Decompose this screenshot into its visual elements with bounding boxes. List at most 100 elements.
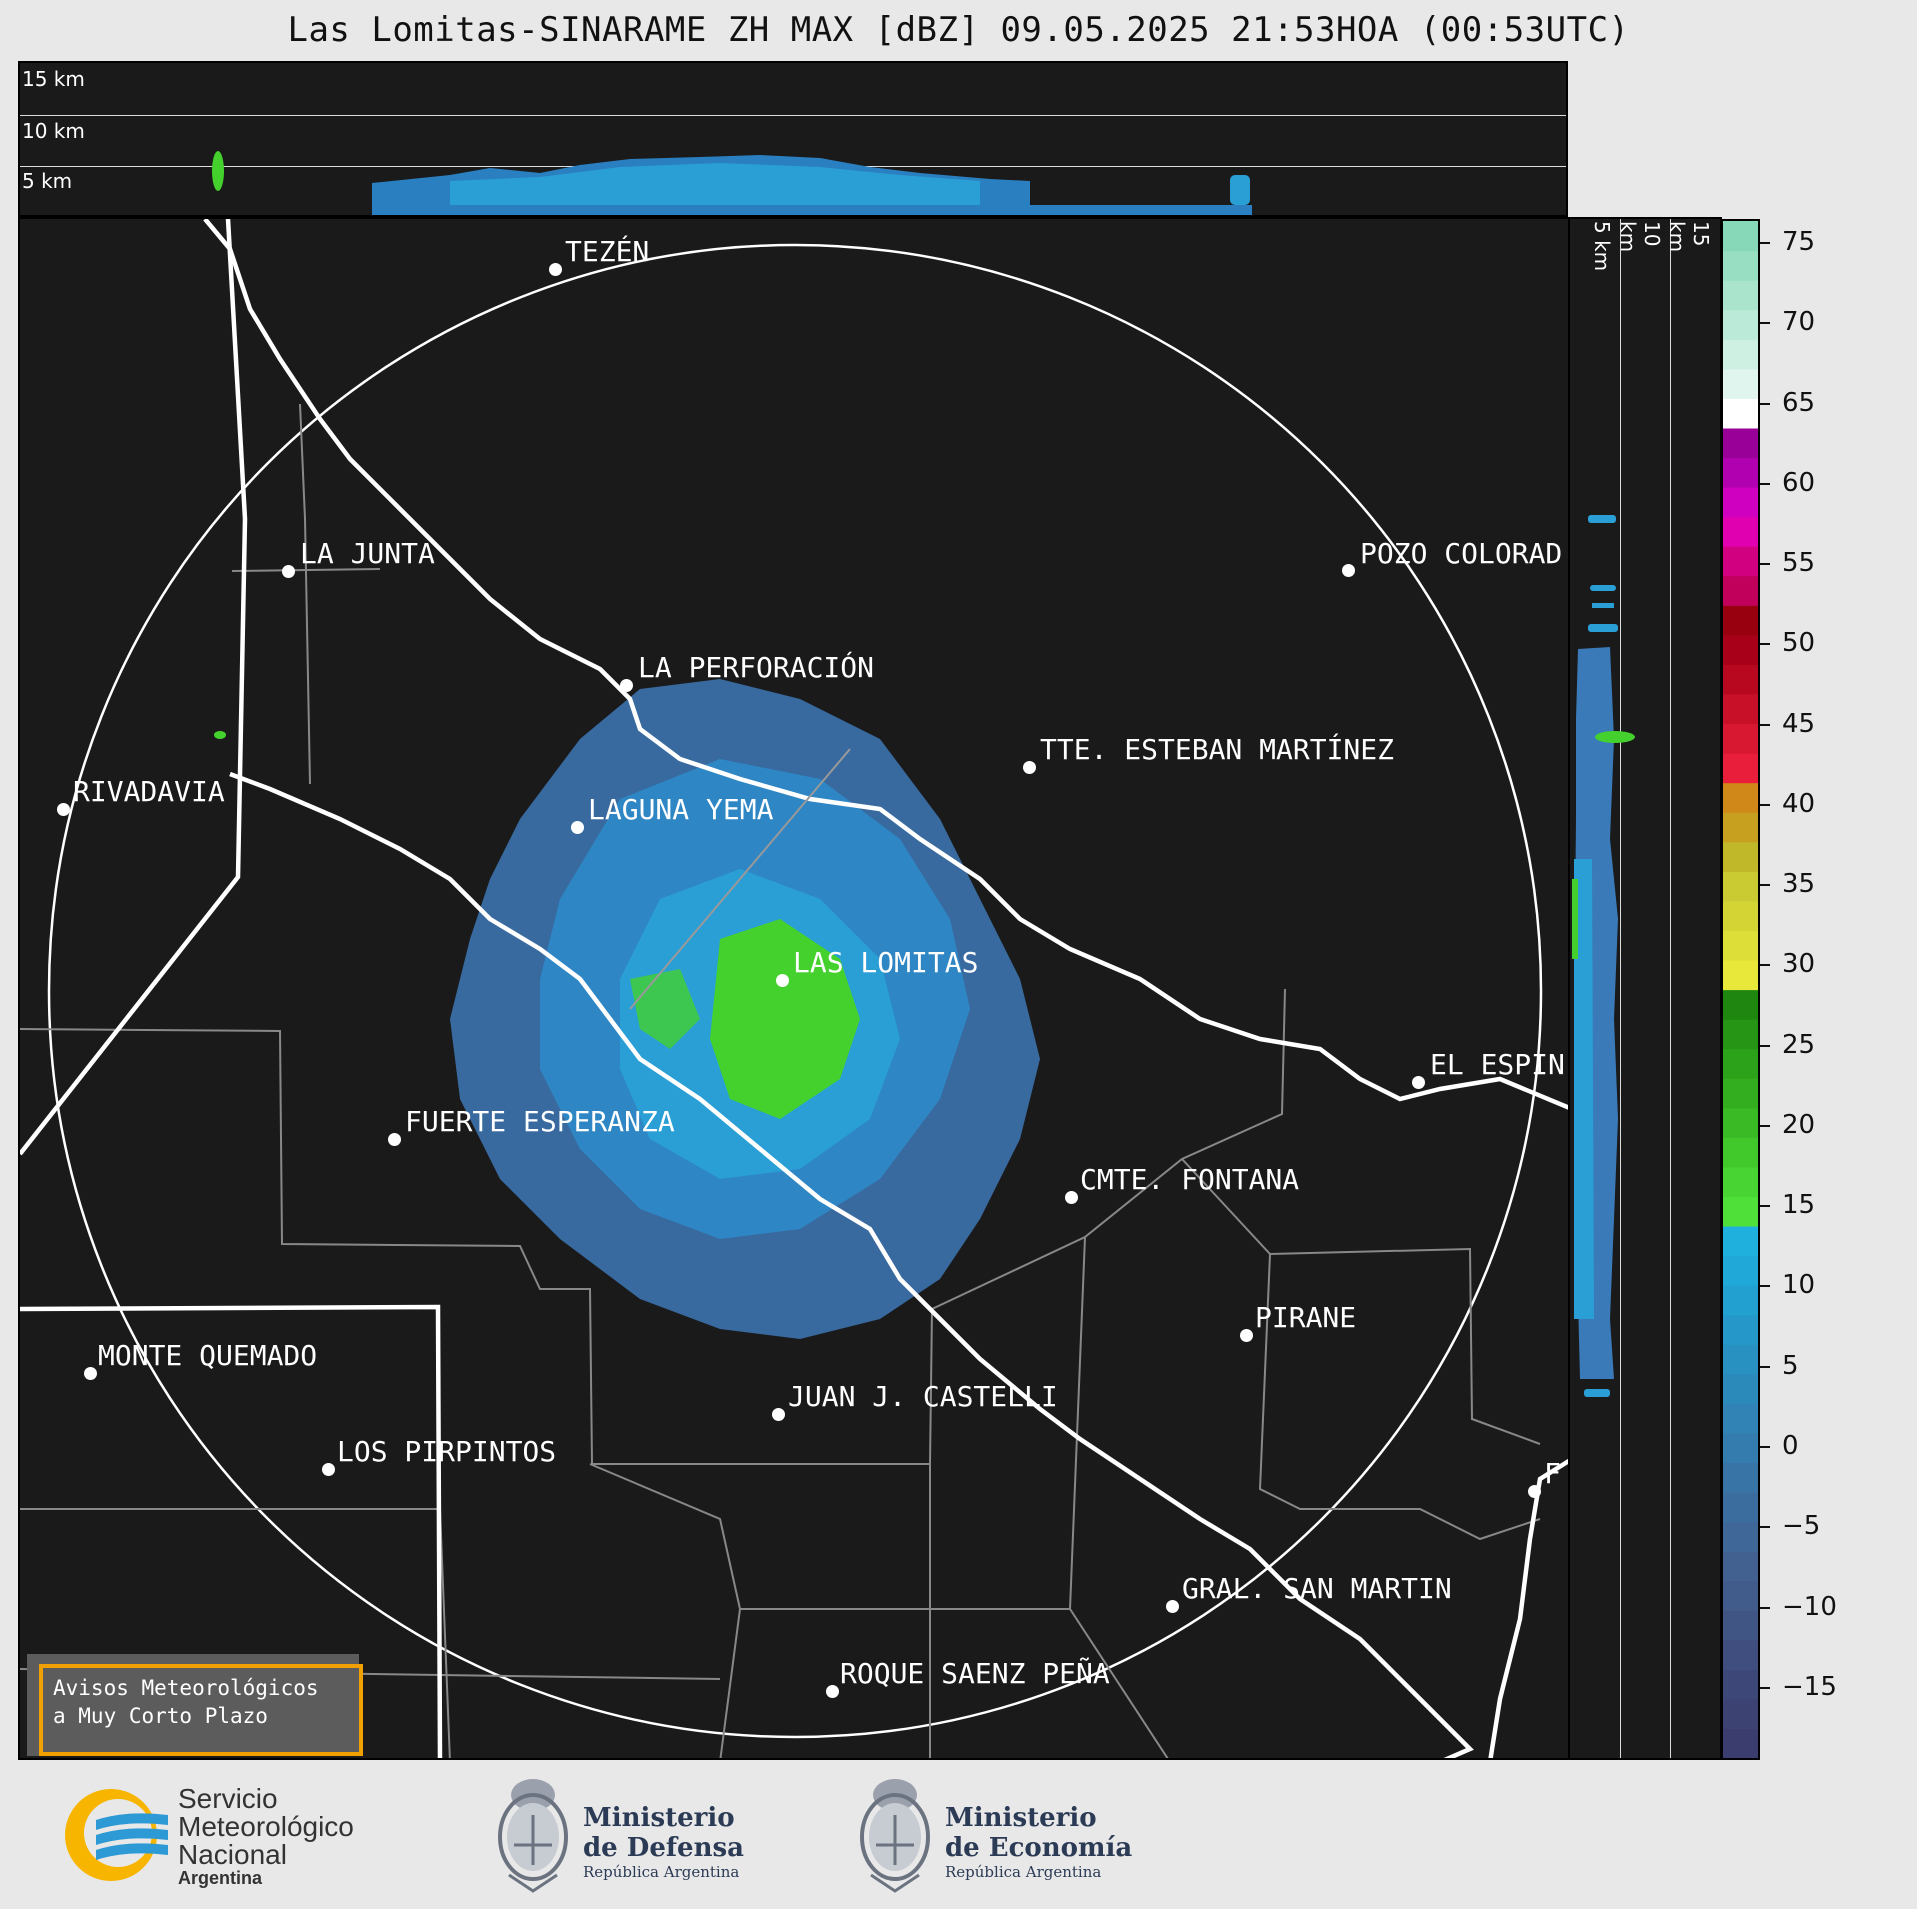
colorbar-swatch [1723,664,1758,695]
colorbar-swatch [1723,546,1758,577]
colorbar-swatch [1723,1048,1758,1079]
defensa-line-2: de Defensa [583,1833,744,1863]
defensa-line-1: Ministerio [583,1803,735,1833]
city-dot-la-junta [282,565,295,578]
colorbar-swatch [1723,605,1758,636]
city-label-laguna-yema: LAGUNA YEMA [588,793,774,826]
city-label-cmte-fontana: CMTE. FONTANA [1080,1163,1300,1196]
colorbar-swatch [1723,1698,1758,1730]
alert-box-border: Avisos Meteorológicos a Muy Corto Plazo [39,1664,363,1756]
colorbar-tick-label: 25 [1782,1029,1816,1060]
colorbar-swatch [1723,368,1758,399]
colorbar-swatch [1723,309,1758,340]
colorbar-swatch [1723,1314,1758,1345]
city-dot-el-espinillo [1412,1076,1425,1089]
colorbar-tick-mark [1760,1526,1770,1529]
colorbar-tick-mark [1760,1124,1770,1127]
city-dot-fuerte-esperanza [388,1133,401,1146]
city-dot-juan-j-castelli [772,1408,785,1421]
colorbar-swatch [1723,250,1758,281]
colorbar-tick-mark [1760,242,1770,245]
colorbar-swatches [1723,221,1758,1758]
colorbar-swatch [1723,871,1758,902]
colorbar-swatch [1723,1137,1758,1168]
colorbar-tick-mark [1760,803,1770,806]
smn-name-line-3: Nacional [178,1839,287,1870]
colorbar-swatch [1723,1107,1758,1138]
colorbar-swatch [1723,1580,1758,1611]
colorbar-tick-mark [1760,723,1770,726]
colorbar-swatch [1723,723,1758,754]
smn-logo-icon [65,1789,168,1881]
city-dot-rivadavia [57,803,70,816]
colorbar-tick-label: 70 [1782,307,1816,338]
side-vertical-profile: 5 km 10 km 15 km [1570,217,1722,1760]
colorbar-tick-label: 10 [1782,1270,1816,1301]
colorbar-swatch [1723,1403,1758,1434]
economia-seal-icon [856,1775,934,1895]
colorbar-tick-label: −10 [1782,1591,1837,1622]
colorbar-swatch [1723,753,1758,784]
colorbar-swatch [1723,1196,1758,1227]
alert-box[interactable]: Avisos Meteorológicos a Muy Corto Plazo [27,1654,363,1756]
colorbar-swatch [1723,1669,1758,1700]
colorbar-swatch [1723,1225,1758,1257]
city-dot-tezen [549,263,562,276]
city-label-el-espinillo: EL ESPIN [1430,1048,1565,1081]
chart-title: Las Lomitas-SINARAME ZH MAX [dBZ] 09.05.… [287,10,1630,50]
side-profile-echoes [1572,515,1635,1397]
colorbar-swatch [1723,782,1758,813]
colorbar-ticks: 75 70 65 60 55 50 45 40 35 30 25 20 15 10 5 0 −5 −10 −15 [1760,219,1880,1760]
city-label-los-pirpintos: LOS PIRPINTOS [337,1435,557,1468]
colorbar-swatch [1723,1462,1758,1493]
colorbar-swatch [1723,900,1758,931]
colorbar-tick-label: 0 [1782,1430,1799,1461]
smn-name-line-1: Servicio [178,1783,278,1814]
colorbar-swatch [1723,1432,1758,1464]
colorbar-swatch [1723,1344,1758,1375]
city-label-juan-j-castelli: JUAN J. CASTELLI [788,1380,1058,1413]
city-dot-las-lomitas [776,974,789,987]
economia-line-2: de Economía [945,1833,1133,1863]
colorbar [1721,219,1760,1760]
smn-logo [56,1785,176,1885]
colorbar-tick-label: 65 [1782,387,1816,418]
colorbar-swatch [1723,1521,1758,1552]
city-dot-pozo-colorado [1342,564,1355,577]
colorbar-tick-label: 55 [1782,548,1816,579]
city-label-tezen: TEZÉN [565,235,650,268]
profile-10km-line [20,115,1566,116]
city-label-la-perforacion: LA PERFORACIÓN [638,651,875,684]
colorbar-tick-mark [1760,1285,1770,1288]
colorbar-swatch [1723,1019,1758,1050]
city-dot-laguna-yema [571,821,584,834]
defensa-seal-icon [494,1775,572,1895]
city-label-gral-san-martin: GRAL. SAN MARTIN [1182,1572,1452,1605]
colorbar-tick-mark [1760,1205,1770,1208]
colorbar-swatch [1723,634,1758,665]
city-dot-pirane [1240,1329,1253,1342]
city-dot-formosa [1528,1485,1541,1498]
colorbar-swatch [1723,339,1758,370]
city-dot-gral-san-martin [1166,1600,1179,1613]
city-dot-tte-esteban-martinez [1023,761,1036,774]
province-boundaries [20,219,1568,1758]
colorbar-tick-mark [1760,964,1770,967]
colorbar-tick-mark [1760,482,1770,485]
colorbar-tick-label: 5 [1782,1350,1799,1381]
colorbar-swatch [1723,427,1758,459]
colorbar-tick-mark [1760,1445,1770,1448]
side-profile-15km-line [1670,219,1671,1758]
city-label-monte-quemado: MONTE QUEMADO [98,1339,318,1372]
colorbar-swatch [1723,221,1758,252]
colorbar-tick-label: 20 [1782,1109,1816,1140]
colorbar-swatch [1723,1491,1758,1523]
colorbar-swatch [1723,575,1758,606]
city-dot-monte-quemado [84,1367,97,1380]
colorbar-swatch [1723,959,1758,991]
range-ring [47,243,1543,1739]
colorbar-swatch [1723,1166,1758,1198]
economia-line-1: Ministerio [945,1803,1097,1833]
colorbar-swatch [1723,1078,1758,1109]
range-line [629,748,851,1010]
